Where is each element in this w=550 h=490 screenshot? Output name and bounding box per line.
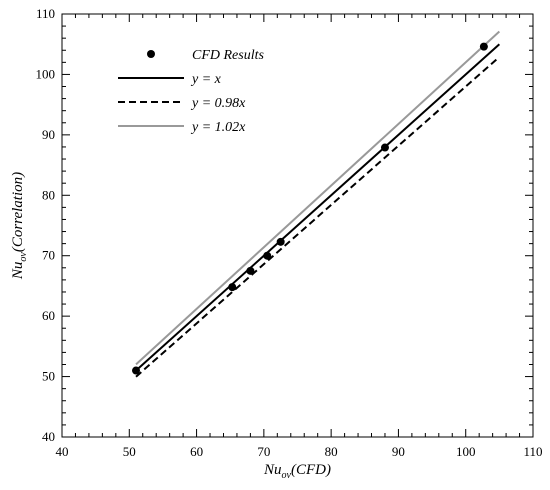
data-point (263, 251, 272, 260)
plot-area (61, 13, 534, 438)
x-tick-label: 60 (190, 444, 203, 459)
data-point (479, 42, 488, 51)
x-tick-label: 80 (325, 444, 338, 459)
x-axis-title: Nuov(CFD) (263, 462, 331, 481)
y-tick-label: 60 (42, 308, 55, 323)
y-axis-title-main: Nu (10, 262, 26, 281)
x-axis-title-main: Nu (263, 462, 282, 478)
y-tick-label: 80 (42, 187, 55, 202)
legend-label: y = x (190, 72, 222, 87)
legend-marker (147, 50, 155, 58)
lines-layer (135, 30, 501, 378)
points-layer (132, 42, 488, 375)
series-line (135, 56, 501, 378)
x-axis-title-sub: ov (282, 470, 292, 481)
plot-frame (61, 13, 534, 438)
x-axis-title-suffix: (CFD) (291, 462, 331, 478)
data-point (380, 143, 389, 152)
y-tick-label: 70 (42, 248, 55, 263)
y-tick-label: 110 (36, 6, 55, 21)
y-tick-label: 90 (42, 127, 55, 142)
legend: CFD Results y = x y = 0.98x y = 1.02x (118, 48, 264, 135)
y-tick-label: 100 (36, 66, 56, 81)
y-axis-title: Nuov(Correlation) (10, 172, 29, 280)
x-tick-label: 50 (123, 444, 136, 459)
y-axis-title-sub: ov (18, 252, 29, 262)
data-point (246, 266, 255, 275)
x-tick-label: 40 (56, 444, 69, 459)
x-tick-label: 90 (392, 444, 405, 459)
x-tick-label: 100 (456, 444, 476, 459)
legend-label: y = 1.02x (190, 120, 246, 135)
series-line (135, 43, 501, 372)
y-tick-label: 50 (42, 369, 55, 384)
legend-label: CFD Results (192, 48, 264, 63)
y-axis-title-suffix: (Correlation) (10, 172, 26, 252)
legend-label: y = 0.98x (190, 96, 246, 111)
x-tick-label: 110 (523, 444, 542, 459)
data-point (228, 283, 237, 292)
data-point (276, 237, 285, 246)
y-tick-label: 40 (42, 429, 55, 444)
x-tick-label: 70 (257, 444, 270, 459)
ticks-layer: 40 50 60 70 80 90 100 110 40 50 60 70 80 90 100 110 (36, 6, 543, 459)
data-point (132, 366, 141, 375)
series-line (135, 30, 501, 366)
